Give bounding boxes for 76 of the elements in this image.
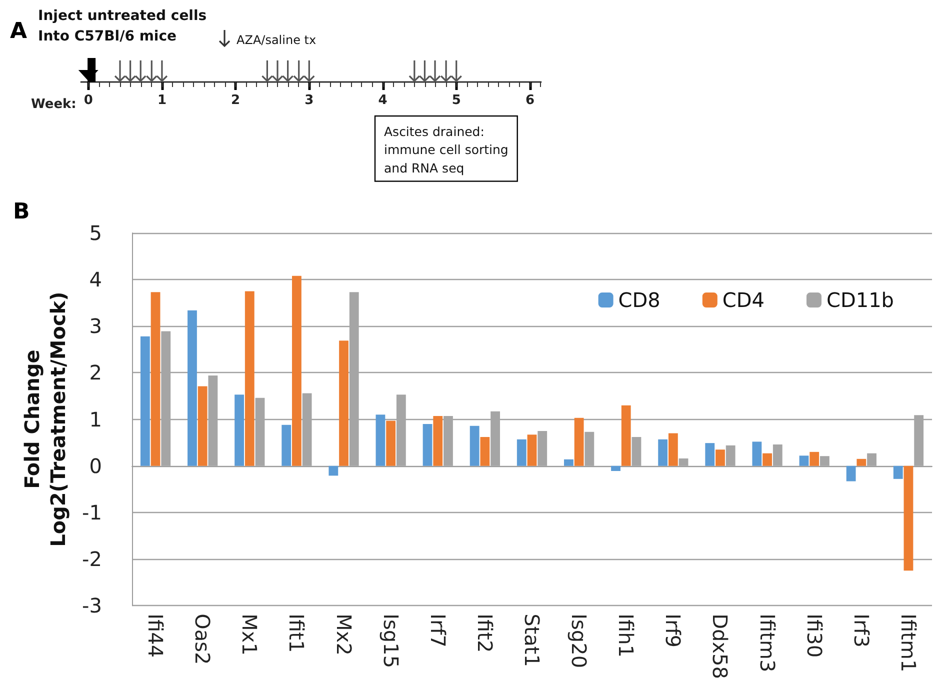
y-tick-label: -1: [82, 500, 102, 524]
x-tick-label: Ifit1: [284, 614, 309, 653]
bar: [846, 466, 856, 482]
bar: [422, 424, 432, 466]
x-tick-label: Ddx58: [708, 614, 732, 680]
bar: [188, 310, 197, 466]
bar: [856, 458, 866, 466]
x-tick-label: Isg15: [378, 614, 403, 668]
y-tick-label: 4: [89, 268, 102, 292]
bar: [292, 276, 302, 466]
x-tick-label: 5: [452, 93, 461, 108]
bar: [480, 437, 490, 466]
x-tick-label: Ifitm1: [896, 614, 920, 672]
x-tick-label: Mx2: [332, 614, 356, 656]
legend-label: CD4: [722, 288, 764, 312]
text: AZA/saline tx: [236, 33, 316, 47]
x-axis-title: Week:: [31, 97, 76, 112]
x-tick-label: Irf3: [849, 614, 874, 648]
bar: [527, 434, 537, 466]
bar: [810, 452, 820, 466]
text: Ascites drained: immune cell sorting and RNA seq: [384, 124, 508, 176]
chart-title: A: [10, 19, 28, 44]
x-tick-label: 1: [157, 93, 166, 108]
bar: [752, 442, 762, 466]
bar: [564, 459, 574, 466]
legend-label: CD8: [618, 288, 660, 312]
x-tick-label: Oas2: [190, 614, 215, 665]
bar: [282, 424, 292, 466]
bar: [470, 426, 480, 466]
bar: [574, 418, 584, 466]
y-axis-title: Fold Change Log2(Treatment/Mock): [20, 292, 70, 547]
bar: [339, 340, 348, 466]
bar: [386, 420, 396, 466]
x-tick-label: Ifit2: [472, 614, 497, 653]
y-tick-label: -3: [82, 594, 102, 618]
bar: [799, 456, 809, 466]
x-tick-label: Ifitm3: [755, 614, 780, 672]
bar: [516, 439, 526, 466]
x-tick-label: 4: [378, 93, 388, 108]
bar: [893, 466, 903, 479]
x-tick-label: Irf9: [661, 614, 686, 648]
y-tick-label: 2: [89, 360, 102, 385]
bar: [762, 453, 772, 466]
y-tick-label: 1: [89, 407, 102, 432]
x-tick-label: Irf7: [426, 614, 450, 648]
x-tick-label: Mx1: [238, 614, 262, 656]
x-tick-label: Ifih1: [614, 614, 638, 658]
x-tick-label: 2: [231, 93, 240, 108]
bar: [658, 439, 668, 466]
bar: [621, 405, 631, 466]
y-tick-label: -2: [82, 547, 102, 572]
bar: [140, 336, 150, 466]
bar: [198, 386, 208, 466]
x-tick-label: Ifi30: [802, 614, 826, 658]
x-tick-label: 3: [304, 93, 314, 108]
chart-title: B: [13, 200, 30, 224]
bar: [328, 466, 338, 476]
bar: [244, 291, 254, 466]
bar: [705, 443, 715, 466]
x-tick-label: Ifi44: [144, 614, 168, 658]
bar: [376, 414, 386, 466]
bar: [150, 292, 160, 466]
bar: [611, 466, 620, 472]
y-tick-label: 0: [89, 454, 102, 478]
text: Inject untreated cells Into C57Bl/6 mice: [38, 8, 207, 44]
bar: [668, 433, 678, 466]
x-tick-label: 6: [525, 93, 534, 108]
legend-label: CD11b: [826, 288, 894, 312]
y-tick-label: 3: [89, 314, 102, 338]
bar: [904, 466, 914, 571]
x-tick-label: Stat1: [520, 614, 544, 667]
y-tick-label: 5: [89, 221, 102, 245]
x-tick-label: Isg20: [567, 614, 592, 668]
bar: [234, 394, 244, 466]
bar: [433, 416, 443, 466]
bar: [716, 450, 725, 466]
